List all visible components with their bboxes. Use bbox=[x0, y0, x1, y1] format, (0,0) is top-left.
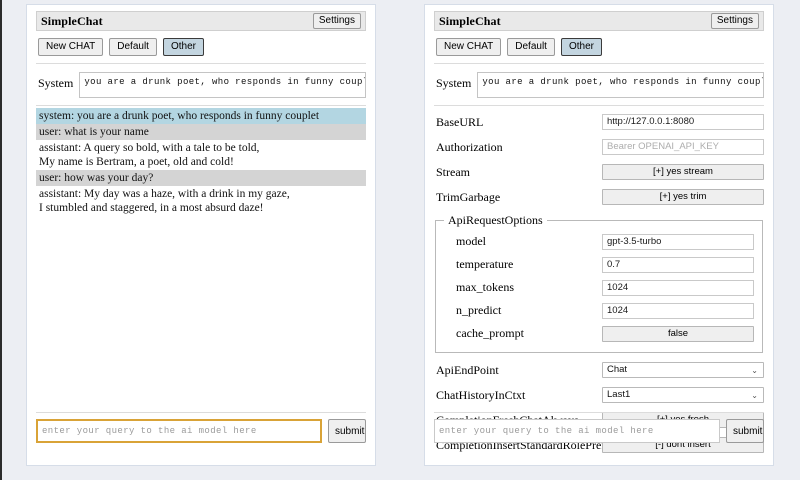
setting-label: Stream bbox=[436, 164, 470, 179]
setting-row-cache-prompt: cache_prompt false bbox=[444, 324, 754, 343]
system-prompt-row: System you are a drunk poet, who respond… bbox=[434, 72, 764, 98]
divider-top bbox=[36, 63, 366, 64]
divider-query bbox=[434, 412, 764, 413]
chat-message-line: I stumbled and staggered, in a most absu… bbox=[39, 202, 264, 214]
system-prompt-label: System bbox=[436, 76, 472, 90]
tab-other[interactable]: Other bbox=[162, 38, 204, 56]
chevron-down-icon: ⌄ bbox=[751, 366, 758, 375]
chat-history-in-ctxt-select[interactable]: Last1 ⌄ bbox=[602, 387, 764, 403]
chat-message-assistant: assistant: My day was a haze, with a dri… bbox=[36, 186, 366, 216]
settings-button[interactable]: Settings bbox=[312, 13, 361, 29]
temperature-input[interactable]: 0.7 bbox=[602, 256, 754, 273]
setting-row-trimgarbage: TrimGarbage [+] yes trim bbox=[434, 187, 764, 207]
divider-settings bbox=[434, 105, 764, 106]
setting-row-stream: Stream [+] yes stream bbox=[434, 162, 764, 182]
page-title: SimpleChat bbox=[41, 13, 103, 28]
tab-other[interactable]: Other bbox=[560, 38, 602, 56]
api-request-options-legend: ApiRequestOptions bbox=[448, 213, 543, 227]
chat-message-line: user: how was your day? bbox=[39, 172, 154, 184]
system-prompt-input[interactable]: you are a drunk poet, who responds in fu… bbox=[477, 72, 764, 98]
tabbar: New CHAT Default Other bbox=[36, 38, 366, 56]
setting-row-apiendpoint: ApiEndPoint Chat ⌄ bbox=[434, 360, 764, 380]
settings-button[interactable]: Settings bbox=[710, 13, 759, 29]
base-url-input[interactable]: http://127.0.0.1:8080 bbox=[602, 114, 764, 130]
setting-label: cache_prompt bbox=[456, 326, 524, 340]
query-bar: enter your query to the ai model here su… bbox=[434, 419, 764, 443]
chat-message-user: user: what is your name bbox=[36, 124, 366, 140]
settings-list: BaseURL http://127.0.0.1:8080 Authorizat… bbox=[434, 112, 764, 455]
titlebar: SimpleChat Settings bbox=[36, 11, 366, 31]
chat-history-in-ctxt-value: Last1 bbox=[607, 389, 631, 400]
api-endpoint-select[interactable]: Chat ⌄ bbox=[602, 362, 764, 378]
n-predict-input[interactable]: 1024 bbox=[602, 302, 754, 319]
chat-log: system: you are a drunk poet, who respon… bbox=[36, 108, 366, 216]
chat-message-line: assistant: A query so bold, with a tale … bbox=[39, 142, 260, 154]
chat-message-line: user: what is your name bbox=[39, 126, 149, 138]
chat-message-line: My name is Bertram, a poet, old and cold… bbox=[39, 156, 234, 168]
api-request-options-group: ApiRequestOptions model gpt-3.5-turbo te… bbox=[435, 213, 763, 353]
trim-garbage-toggle-button[interactable]: [+] yes trim bbox=[602, 189, 764, 205]
system-prompt-label: System bbox=[38, 76, 74, 90]
chat-panel: SimpleChat Settings New CHAT Default Oth… bbox=[26, 4, 376, 466]
chat-message-line: system: you are a drunk poet, who respon… bbox=[39, 110, 320, 122]
query-input[interactable]: enter your query to the ai model here bbox=[434, 419, 720, 443]
setting-row-chathistoryinctxt: ChatHistoryInCtxt Last1 ⌄ bbox=[434, 385, 764, 405]
setting-row-baseurl: BaseURL http://127.0.0.1:8080 bbox=[434, 112, 764, 132]
model-input[interactable]: gpt-3.5-turbo bbox=[602, 233, 754, 250]
chat-message-user: user: how was your day? bbox=[36, 170, 366, 186]
settings-panel: SimpleChat Settings New CHAT Default Oth… bbox=[424, 4, 774, 466]
tabbar: New CHAT Default Other bbox=[434, 38, 764, 56]
system-prompt-input[interactable]: you are a drunk poet, who responds in fu… bbox=[79, 72, 366, 98]
max-tokens-input[interactable]: 1024 bbox=[602, 279, 754, 296]
divider-chatlog bbox=[36, 105, 366, 106]
divider-top bbox=[434, 63, 764, 64]
chat-message-line: assistant: My day was a haze, with a dri… bbox=[39, 188, 290, 200]
setting-row-n-predict: n_predict 1024 bbox=[444, 301, 754, 320]
system-prompt-row: System you are a drunk poet, who respond… bbox=[36, 72, 366, 98]
setting-label: TrimGarbage bbox=[436, 189, 501, 204]
authorization-input[interactable]: Bearer OPENAI_API_KEY bbox=[602, 139, 764, 155]
cache-prompt-toggle-button[interactable]: false bbox=[602, 325, 754, 342]
tab-new-chat[interactable]: New CHAT bbox=[436, 38, 502, 56]
setting-row-max-tokens: max_tokens 1024 bbox=[444, 278, 754, 297]
setting-row-temperature: temperature 0.7 bbox=[444, 255, 754, 274]
titlebar: SimpleChat Settings bbox=[434, 11, 764, 31]
stream-toggle-button[interactable]: [+] yes stream bbox=[602, 164, 764, 180]
query-input[interactable]: enter your query to the ai model here bbox=[36, 419, 322, 443]
setting-label: ApiEndPoint bbox=[436, 362, 499, 377]
setting-label: temperature bbox=[456, 257, 514, 271]
setting-row-model: model gpt-3.5-turbo bbox=[444, 232, 754, 251]
tab-default[interactable]: Default bbox=[109, 38, 157, 56]
chevron-down-icon: ⌄ bbox=[751, 391, 758, 400]
divider-query bbox=[36, 412, 366, 413]
tab-default[interactable]: Default bbox=[507, 38, 555, 56]
submit-button[interactable]: submit bbox=[726, 419, 764, 443]
api-endpoint-value: Chat bbox=[607, 364, 628, 375]
setting-row-authorization: Authorization Bearer OPENAI_API_KEY bbox=[434, 137, 764, 157]
setting-label: model bbox=[456, 234, 486, 248]
setting-label: max_tokens bbox=[456, 280, 514, 294]
setting-label: ChatHistoryInCtxt bbox=[436, 387, 526, 402]
submit-button[interactable]: submit bbox=[328, 419, 366, 443]
chat-message-assistant: assistant: A query so bold, with a tale … bbox=[36, 140, 366, 170]
page-title: SimpleChat bbox=[439, 13, 501, 28]
setting-label: n_predict bbox=[456, 303, 502, 317]
query-bar: enter your query to the ai model here su… bbox=[36, 419, 366, 443]
setting-label: BaseURL bbox=[436, 114, 484, 129]
chat-message-system: system: you are a drunk poet, who respon… bbox=[36, 108, 366, 124]
setting-label: Authorization bbox=[436, 139, 503, 154]
tab-new-chat[interactable]: New CHAT bbox=[38, 38, 104, 56]
